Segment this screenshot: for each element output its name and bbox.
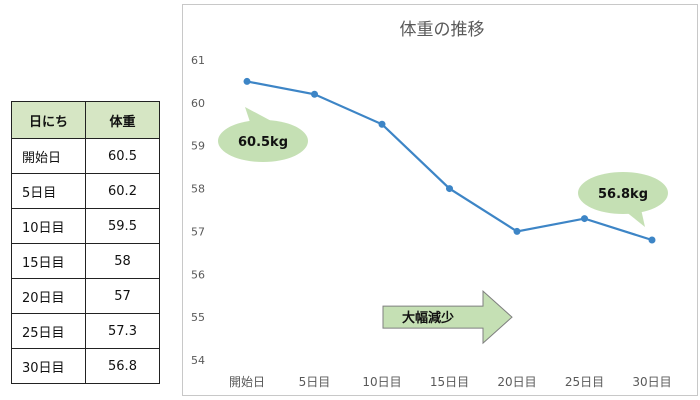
data-point [513, 227, 521, 235]
table-row: 25日目 57.3 [11, 313, 160, 349]
cell-weight: 58 [85, 243, 160, 279]
cell-day: 30日目 [11, 348, 86, 384]
cell-weight: 60.2 [85, 173, 160, 209]
y-tick-label: 60 [191, 97, 205, 110]
table-row: 5日目 60.2 [11, 173, 160, 209]
y-tick-label: 56 [191, 268, 205, 281]
header-weight: 体重 [85, 101, 160, 139]
table-row: 30日目 56.8 [11, 348, 160, 384]
table-row: 10日目 59.5 [11, 208, 160, 244]
chart-title: 体重の推移 [400, 20, 485, 40]
data-point [378, 120, 386, 128]
x-tick-label: 10日目 [362, 375, 401, 389]
data-point [446, 185, 453, 193]
cell-day: 25日目 [11, 313, 86, 349]
data-point [648, 236, 656, 244]
cell-day: 10日目 [11, 208, 86, 244]
decrease-arrow-label: 大幅減少 [402, 310, 454, 326]
x-tick-label: 開始日 [229, 375, 265, 389]
callout-start-bubble [218, 120, 308, 162]
y-tick-label: 58 [191, 183, 205, 196]
data-point [243, 77, 251, 85]
x-tick-label: 5日目 [299, 375, 331, 389]
x-tick-label: 15日目 [430, 375, 469, 389]
cell-weight: 60.5 [85, 138, 160, 174]
data-point [311, 90, 318, 98]
x-tick-label: 20日目 [497, 375, 536, 389]
y-tick-label: 61 [191, 54, 205, 67]
callout-end-bubble [578, 172, 668, 214]
y-tick-label: 57 [191, 225, 205, 238]
y-tick-label: 54 [191, 354, 205, 367]
weight-table: 日にち 体重 開始日 60.5 5日目 60.2 10日目 59.5 15日目 … [11, 101, 160, 384]
line-chart: 体重の推移 54 55 56 57 58 59 60 61 開始日 5日目 10日目 15日目 20日目 2… [191, 20, 672, 389]
chart-area: 体重の推移 54 55 56 57 58 59 60 61 開始日 5日目 10日目 15日目 20日目 2… [182, 4, 698, 396]
table-header-row: 日にち 体重 [11, 101, 160, 139]
cell-day: 15日目 [11, 243, 86, 279]
x-tick-label: 30日目 [632, 375, 671, 389]
table-row: 15日目 58 [11, 243, 160, 279]
data-point [581, 215, 588, 223]
cell-day: 20日目 [11, 278, 86, 314]
cell-weight: 59.5 [85, 208, 160, 244]
cell-day: 5日目 [11, 173, 86, 209]
cell-day: 開始日 [11, 138, 86, 174]
header-day: 日にち [11, 101, 86, 139]
decrease-arrow-shape [382, 290, 513, 345]
cell-weight: 56.8 [85, 348, 160, 384]
callout-end-label: 56.8kg [598, 187, 648, 202]
cell-weight: 57.3 [85, 313, 160, 349]
table-row: 開始日 60.5 [11, 138, 160, 174]
y-tick-label: 59 [191, 140, 205, 153]
series-line [246, 80, 653, 242]
y-tick-label: 55 [191, 311, 205, 324]
cell-weight: 57 [85, 278, 160, 314]
x-tick-label: 25日目 [565, 375, 604, 389]
table-row: 20日目 57 [11, 278, 160, 314]
callout-start-label: 60.5kg [238, 135, 288, 150]
